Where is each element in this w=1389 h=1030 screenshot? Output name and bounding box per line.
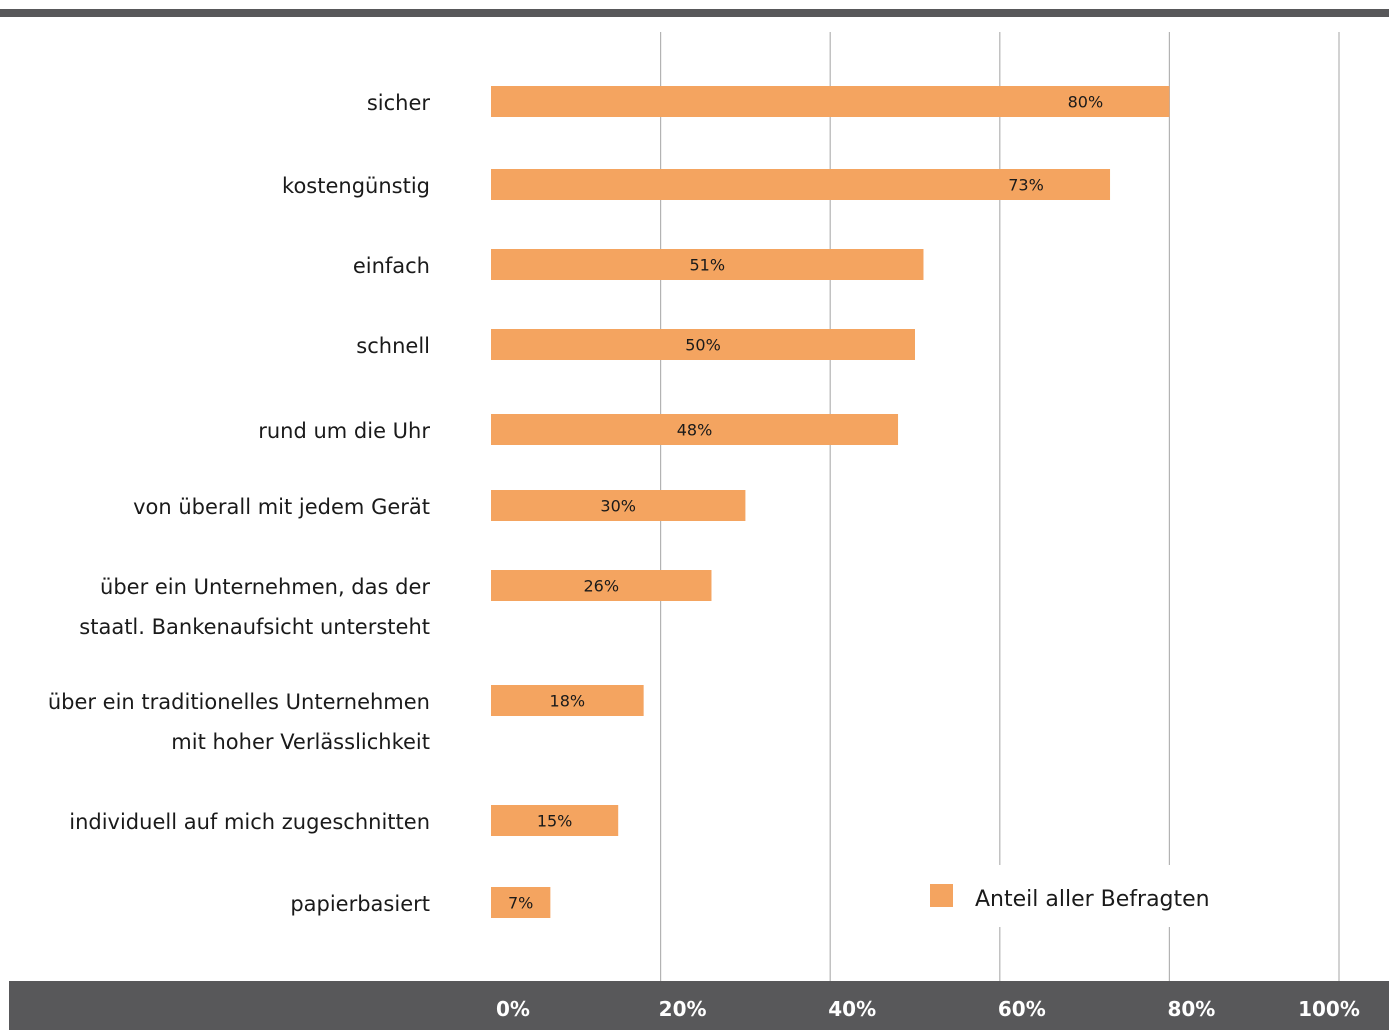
x-tick-label: 20%	[659, 997, 707, 1021]
x-tick-label: 40%	[828, 997, 876, 1021]
legend-swatch	[930, 884, 953, 907]
category-label: staatl. Bankenaufsicht untersteht	[79, 615, 430, 639]
category-label: einfach	[353, 254, 430, 278]
category-label: über ein traditionelles Unternehmen	[48, 690, 430, 714]
x-tick-label: 80%	[1167, 997, 1215, 1021]
category-label: kostengünstig	[282, 174, 430, 198]
category-label: schnell	[356, 334, 430, 358]
x-tick-label: 100%	[1298, 997, 1360, 1021]
x-tick-label: 60%	[998, 997, 1046, 1021]
x-tick-label: 0%	[496, 997, 530, 1021]
value-label: 15%	[537, 812, 573, 831]
value-label: 48%	[677, 421, 713, 440]
legend: Anteil aller Befragten	[930, 884, 1210, 912]
legend-label: Anteil aller Befragten	[975, 887, 1210, 912]
value-label: 80%	[1068, 93, 1104, 112]
value-label: 18%	[550, 692, 586, 711]
category-label: mit hoher Verlässlichkeit	[171, 730, 430, 754]
category-label: von überall mit jedem Gerät	[133, 495, 430, 519]
value-label: 30%	[600, 497, 636, 516]
category-label: rund um die Uhr	[258, 419, 430, 443]
value-label: 73%	[1008, 176, 1044, 195]
value-label: 51%	[689, 256, 725, 275]
value-label: 50%	[685, 336, 721, 355]
value-label: 7%	[508, 894, 533, 913]
value-label: 26%	[583, 577, 619, 596]
x-tick-labels: 0% 20% 40% 60% 80% 100%	[496, 997, 1360, 1021]
category-labels: sicher kostengünstig einfach schnell rund um…	[48, 91, 431, 916]
category-label: individuell auf mich zugeschnitten	[69, 810, 430, 834]
category-label: sicher	[367, 91, 431, 115]
category-label: papierbasiert	[290, 892, 430, 916]
category-label: über ein Unternehmen, das der	[100, 575, 430, 599]
